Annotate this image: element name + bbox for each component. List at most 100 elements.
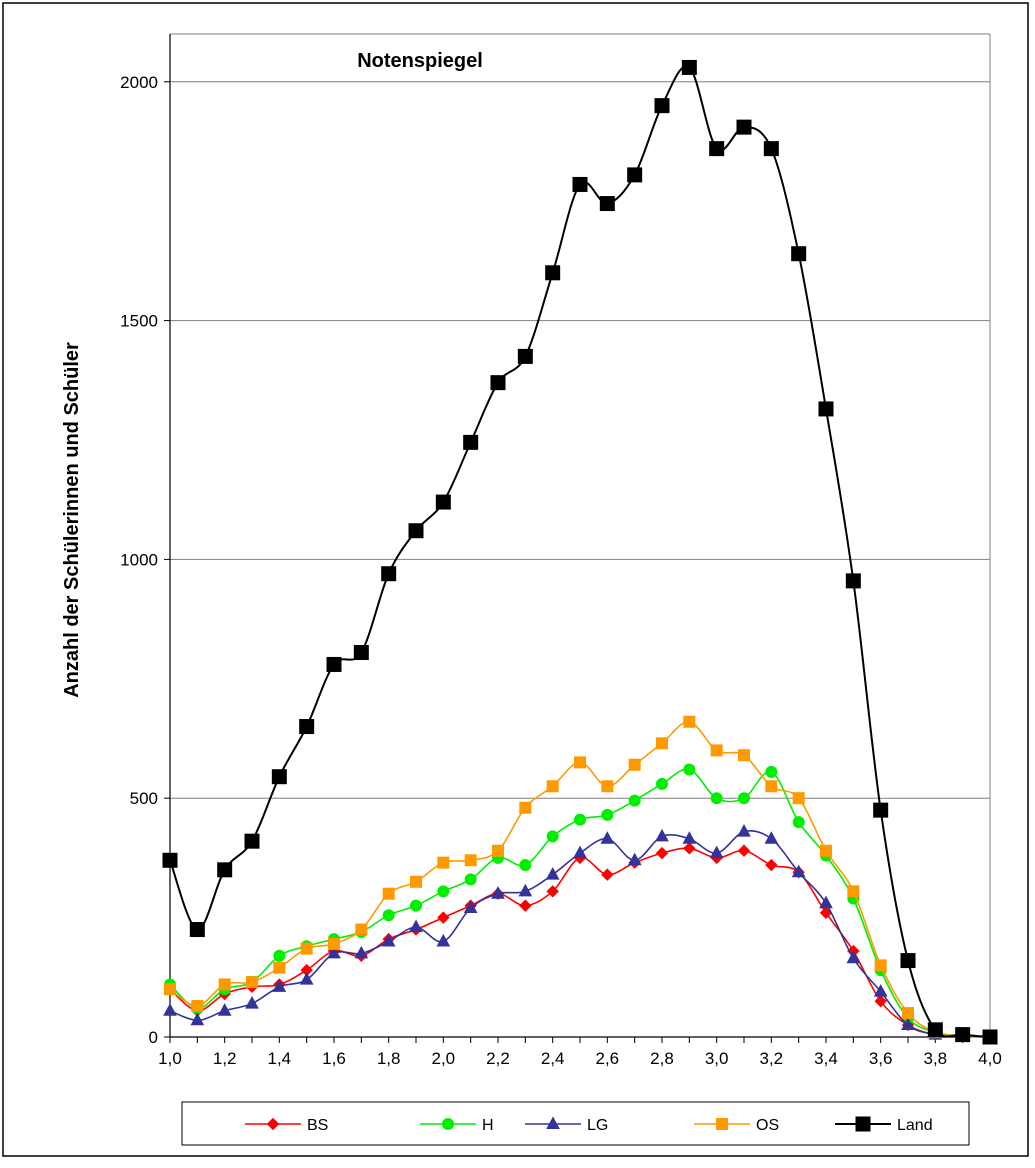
data-point-lg <box>819 895 833 909</box>
data-point-os <box>847 885 860 898</box>
x-tick-label: 4,0 <box>978 1049 1002 1068</box>
data-point-h <box>628 794 641 807</box>
data-point-h <box>519 859 532 872</box>
data-point-lg <box>764 831 779 844</box>
data-point-lg <box>600 831 615 844</box>
x-tick-label: 3,2 <box>760 1049 784 1068</box>
data-point-bs <box>601 868 614 881</box>
data-point-os <box>328 937 340 950</box>
x-tick-label: 2,8 <box>650 1049 674 1068</box>
data-point-land <box>955 1027 971 1043</box>
data-point-os <box>820 844 832 857</box>
data-point-land <box>353 645 369 661</box>
plot-area: 0 500 1000 1500 2000 1,0 1,2 1,4 1,6 1,8 2,0 2,2 2,4… <box>120 33 1002 1068</box>
legend: BS H LG OS Land <box>181 1101 970 1146</box>
data-point-os <box>273 961 286 974</box>
plot-background <box>170 34 990 1037</box>
data-point-os <box>874 959 887 972</box>
data-point-land <box>189 922 205 938</box>
data-point-os <box>710 744 723 757</box>
legend-label: Land <box>897 1117 933 1134</box>
legend-swatch-marker <box>546 1116 560 1129</box>
data-point-lg <box>737 824 751 837</box>
data-point-lg <box>846 950 861 964</box>
data-point-land <box>545 265 561 281</box>
data-point-bs <box>437 911 450 924</box>
data-point-lg <box>327 945 341 959</box>
data-point-lg <box>245 996 259 1009</box>
data-point-lg <box>545 867 560 880</box>
data-point-h <box>574 813 586 826</box>
data-point-h <box>382 909 395 922</box>
legend-label: OS <box>756 1117 779 1134</box>
data-point-os <box>574 756 586 769</box>
data-point-lg <box>627 852 642 866</box>
data-point-os <box>601 780 614 793</box>
data-point-os <box>546 780 559 793</box>
data-point-land <box>982 1029 998 1045</box>
data-point-land <box>681 59 697 75</box>
x-tick-label: 1,8 <box>377 1049 401 1068</box>
data-point-lg <box>655 828 669 842</box>
data-point-os <box>902 1007 914 1020</box>
data-point-bs <box>546 885 559 898</box>
data-point-os <box>519 801 532 814</box>
y-tick-label: 500 <box>130 789 158 808</box>
data-point-os <box>246 976 258 989</box>
data-point-lg <box>409 919 423 933</box>
data-point-land <box>736 119 752 135</box>
legend-swatch-marker <box>442 1118 454 1130</box>
data-point-h <box>656 777 668 790</box>
data-point-os <box>628 758 641 771</box>
data-point-land <box>271 769 287 785</box>
y-tick-label: 1500 <box>120 312 158 331</box>
legend-label: BS <box>307 1117 328 1134</box>
data-point-bs <box>655 846 669 860</box>
data-point-os <box>191 999 204 1012</box>
data-point-land <box>709 141 725 157</box>
data-point-os <box>765 780 778 793</box>
data-point-bs <box>874 994 887 1008</box>
data-point-land <box>162 852 178 868</box>
series-land <box>162 59 998 1045</box>
x-tick-label: 2,0 <box>432 1049 456 1068</box>
x-tick-label: 2,4 <box>541 1049 565 1068</box>
data-point-land <box>927 1022 943 1038</box>
data-point-land <box>627 167 643 183</box>
data-point-land <box>490 375 506 391</box>
data-point-os <box>437 856 450 869</box>
data-point-lg <box>873 984 888 997</box>
legend-label: H <box>482 1117 494 1134</box>
data-point-land <box>326 656 342 672</box>
data-point-land <box>381 566 397 582</box>
data-point-os <box>410 875 422 888</box>
data-point-land <box>818 401 834 417</box>
data-point-os <box>218 978 231 991</box>
x-tick-label: 1,2 <box>213 1049 237 1068</box>
data-point-h <box>437 885 450 898</box>
data-point-os <box>792 792 805 805</box>
data-point-land <box>217 862 233 878</box>
data-point-lg <box>381 933 396 947</box>
legend-swatch-marker <box>266 1117 280 1131</box>
x-tick-label: 1,4 <box>268 1049 292 1068</box>
data-point-os <box>464 854 477 867</box>
data-point-land <box>654 98 670 114</box>
data-point-land <box>572 176 588 192</box>
x-tick-label: 1,6 <box>322 1049 346 1068</box>
data-point-lg <box>573 845 587 859</box>
data-point-lg <box>163 1003 177 1016</box>
data-point-bs <box>765 858 778 872</box>
data-point-land <box>763 141 779 157</box>
data-point-land <box>463 434 479 450</box>
data-point-lg <box>299 972 314 985</box>
x-tick-label: 3,6 <box>869 1049 893 1068</box>
data-point-lg <box>491 886 505 899</box>
data-point-land <box>408 523 424 539</box>
data-point-os <box>492 844 504 857</box>
data-point-land <box>791 246 807 262</box>
data-point-land <box>599 196 615 212</box>
data-point-os <box>164 983 176 996</box>
data-point-os <box>683 715 696 728</box>
